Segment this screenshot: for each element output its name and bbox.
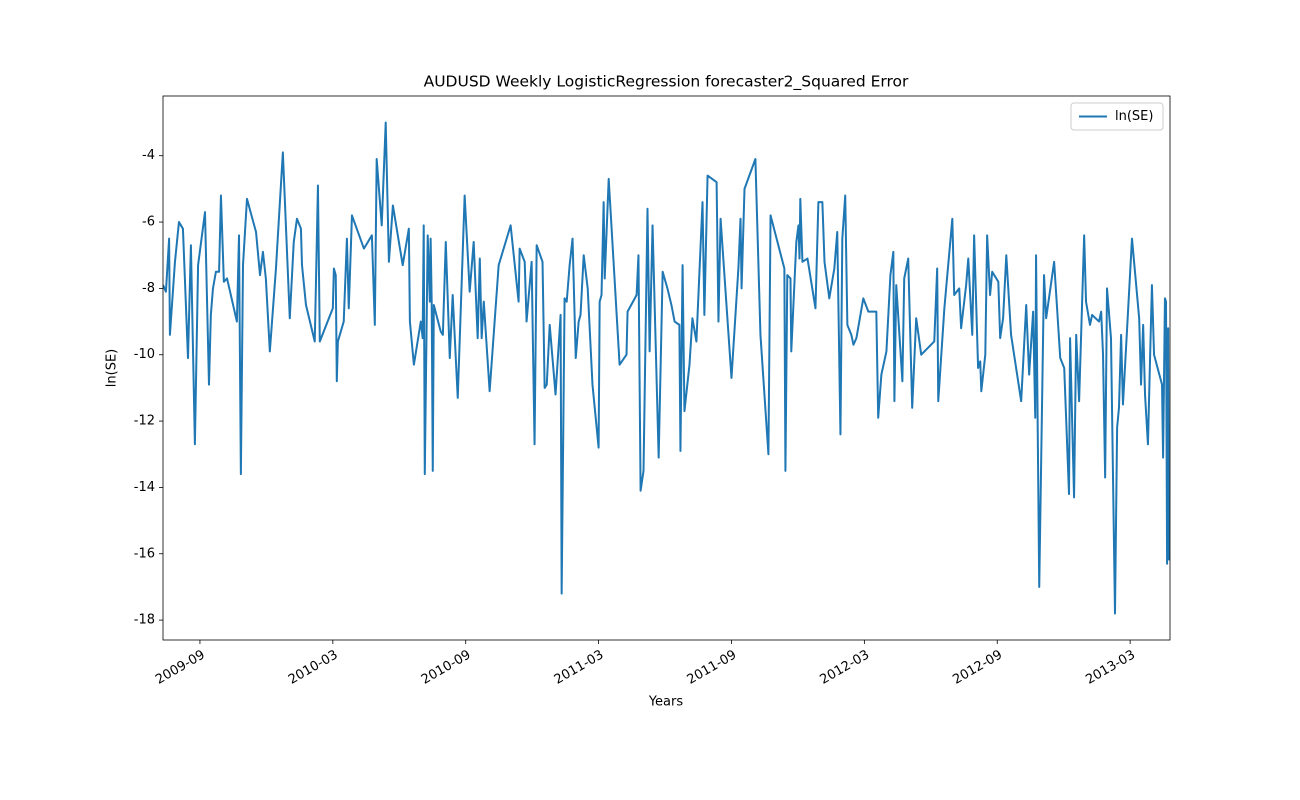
y-tick-label: -12 — [134, 414, 155, 429]
data-line — [163, 121, 1170, 615]
plot-area — [163, 121, 1170, 615]
plot-frame — [162, 95, 1171, 641]
legend-label: ln(SE) — [1115, 109, 1153, 124]
y-tick-label: -18 — [134, 613, 155, 628]
legend-box — [1070, 102, 1164, 131]
x-axis-label: Years — [648, 695, 684, 710]
y-tick-label: -14 — [134, 480, 155, 495]
y-tick-label: -10 — [134, 347, 155, 362]
y-axis-label: ln(SE) — [105, 349, 120, 387]
y-tick-label: -16 — [134, 546, 155, 561]
y-tick-label: -4 — [142, 148, 155, 163]
chart-title: AUDUSD Weekly LogisticRegression forecas… — [424, 73, 909, 92]
y-tick-label: -6 — [142, 215, 155, 230]
y-tick-label: -8 — [142, 281, 155, 296]
